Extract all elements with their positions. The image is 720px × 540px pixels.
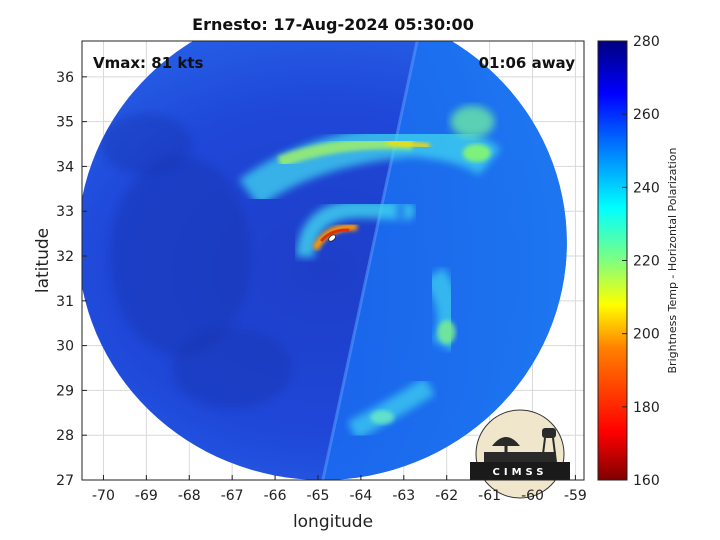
y-axis-label: latitude — [33, 228, 53, 293]
vmax-annotation: Vmax: 81 kts — [93, 54, 203, 72]
time-away-annotation: 01:06 away — [479, 54, 576, 72]
outer-band-0 — [110, 156, 251, 357]
x-tick-label: -63 — [392, 488, 415, 504]
y-axis-ticks: 27 28 29 30 31 32 33 34 35 36 — [56, 70, 87, 489]
building-icon — [484, 452, 556, 462]
colorbar-tick-label: 180 — [633, 400, 660, 416]
x-tick-label: -59 — [564, 488, 587, 504]
x-axis-label: longitude — [293, 512, 373, 532]
x-tick-label: -67 — [221, 488, 244, 504]
far-south-band — [347, 377, 436, 440]
colorbar-tick-label: 220 — [633, 254, 660, 270]
y-tick-label: 27 — [56, 473, 74, 489]
x-tick-label: -65 — [307, 488, 330, 504]
colorbar-label: Brightness Temp - Horizontal Polarizatio… — [666, 147, 679, 373]
storm-center-marker — [328, 234, 337, 242]
northeast-band — [450, 105, 495, 138]
y-tick-label: 33 — [56, 204, 74, 220]
cimss-logo: CIMSS — [470, 409, 570, 499]
y-tick-label: 34 — [56, 159, 74, 175]
x-tick-label: -70 — [92, 488, 115, 504]
x-tick-label: -64 — [349, 488, 372, 504]
outer-band-2 — [101, 114, 192, 175]
x-axis-ticks: -70 -69 -68 -67 -66 -65 -64 -63 -62 -61 -60 -59 — [92, 475, 587, 504]
y-tick-label: 28 — [56, 428, 74, 444]
water-tower-icon — [542, 428, 556, 438]
colorbar-tick-label: 280 — [633, 34, 660, 50]
chart-title: Ernesto: 17-Aug-2024 05:30:00 — [192, 15, 474, 34]
eyewall-core — [319, 228, 350, 243]
rainband-features — [101, 105, 501, 440]
logo-text: CIMSS — [493, 467, 548, 478]
y-tick-label: 32 — [56, 249, 74, 265]
northeast-band-core — [462, 143, 491, 162]
x-tick-label: -66 — [264, 488, 287, 504]
y-tick-label: 29 — [56, 383, 74, 399]
north-rainband-core — [386, 139, 430, 149]
plot-frame — [81, 40, 585, 481]
colorbar-ticks: 160 180 200 220 240 260 280 — [622, 34, 660, 489]
y-tick-label: 36 — [56, 70, 74, 86]
colorbar-tick-label: 260 — [633, 107, 660, 123]
x-tick-label: -61 — [478, 488, 501, 504]
y-tick-label: 35 — [56, 115, 74, 131]
swath-seam — [316, 41, 423, 480]
x-tick-label: -60 — [521, 488, 544, 504]
satellite-dish-icon — [492, 437, 520, 446]
y-tick-label: 31 — [56, 294, 74, 310]
colorbar-tick-label: 240 — [633, 180, 660, 196]
x-tick-label: -62 — [435, 488, 458, 504]
inner-spiral — [296, 200, 415, 258]
south-rainband-core — [437, 320, 456, 345]
far-south-band-core — [370, 410, 395, 425]
x-tick-label: -68 — [178, 488, 201, 504]
outer-band-1 — [172, 328, 293, 409]
logo-banner — [470, 462, 570, 480]
colorbar-tick-label: 160 — [633, 473, 660, 489]
colorbar-tick-label: 200 — [633, 327, 660, 343]
x-tick-label: -69 — [135, 488, 158, 504]
y-tick-label: 30 — [56, 339, 74, 355]
